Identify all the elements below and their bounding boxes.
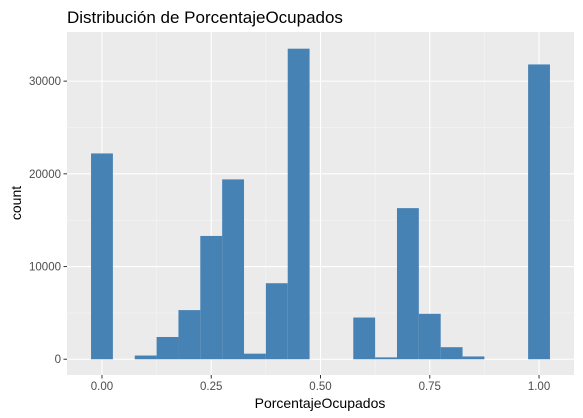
- histogram-bar: [134, 355, 157, 360]
- histogram-bar: [156, 336, 179, 360]
- histogram-bar: [440, 347, 463, 360]
- histogram-bar: [244, 353, 266, 360]
- histogram-bar: [462, 356, 485, 360]
- y-tick-label: 20000: [29, 169, 61, 181]
- x-tick-label: 0.00: [91, 381, 113, 393]
- histogram-bar: [222, 179, 245, 360]
- axis-ticks: 0.00 0.25 0.50 0.75 1.00 0 10000 20000 30000: [29, 76, 550, 393]
- histogram-bar: [418, 313, 441, 360]
- histogram-bar: [375, 357, 397, 360]
- y-tick-label: 0: [55, 354, 61, 366]
- x-tick-label: 0.50: [309, 381, 331, 393]
- histogram-bar: [178, 310, 201, 360]
- y-tick-label: 30000: [29, 76, 61, 88]
- x-axis-title: PorcentajeOcupados: [255, 395, 386, 411]
- histogram-bar: [91, 153, 113, 360]
- y-tick-label: 10000: [29, 262, 61, 274]
- x-tick-label: 1.00: [528, 381, 550, 393]
- histogram-bars: [91, 48, 550, 360]
- histogram-bar: [265, 283, 288, 360]
- x-tick-label: 0.75: [419, 381, 441, 393]
- histogram-bar: [353, 317, 376, 360]
- x-tick-label: 0.25: [200, 381, 222, 393]
- histogram-bar: [287, 48, 310, 360]
- histogram-bar: [396, 208, 419, 360]
- histogram-bar: [200, 235, 223, 360]
- y-axis-title: count: [8, 186, 24, 220]
- histogram-bar: [528, 64, 550, 360]
- chart-title: Distribución de PorcentajeOcupados: [67, 8, 343, 27]
